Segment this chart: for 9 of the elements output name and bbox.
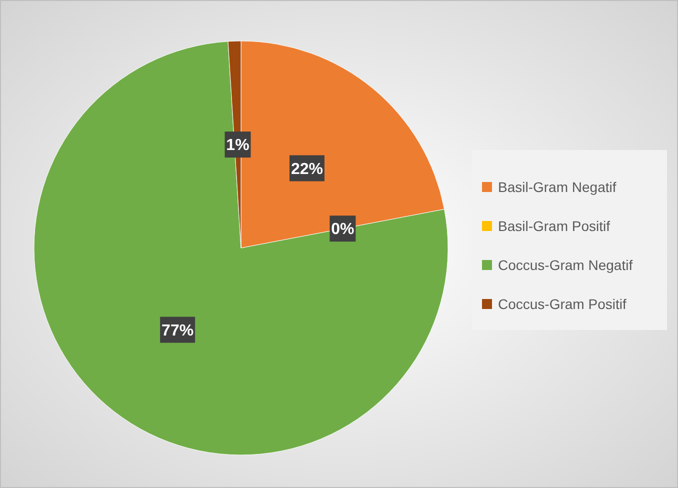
legend-label: Basil-Gram Positif: [498, 218, 610, 234]
data-label: 1%: [226, 137, 250, 154]
data-label: 77%: [162, 322, 194, 340]
pie-slice: [34, 41, 448, 456]
data-label: 22%: [290, 160, 323, 178]
slice-label: Coccus-Gram Negatif: [498, 256, 633, 273]
legend-label: Basil-Gram Negatif: [498, 178, 616, 195]
legend-label: Coccus-Gram Positif: [498, 296, 626, 312]
text: 0%: [331, 221, 354, 238]
